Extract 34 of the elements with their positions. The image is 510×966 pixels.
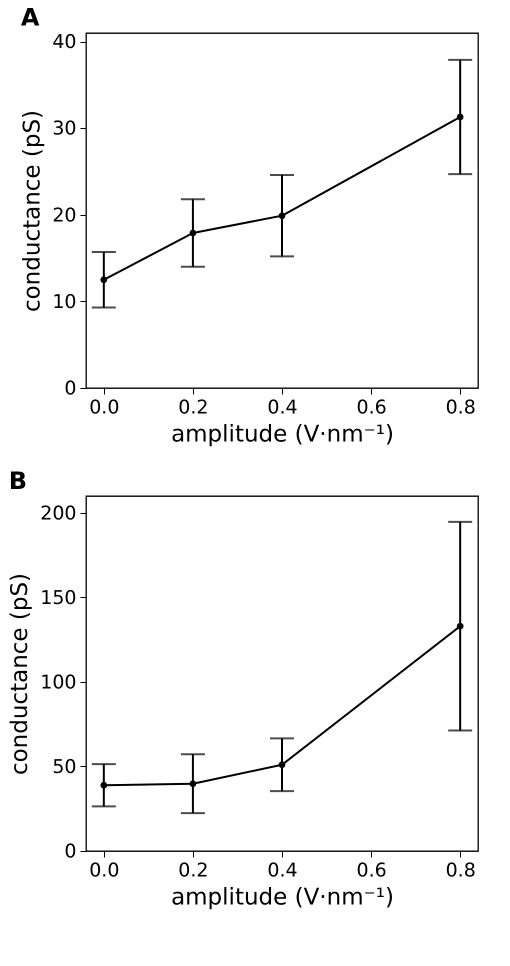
point: [278, 761, 286, 768]
x-tick-label: 0.4: [267, 860, 298, 882]
point: [190, 780, 196, 788]
point: [190, 230, 196, 236]
y-axis-title: conductance (pS): [19, 110, 46, 312]
x-axis-title: amplitude (V·nm⁻¹): [171, 422, 394, 448]
x-tick-label: 0.6: [356, 860, 387, 882]
x-tick-label: 0.6: [356, 396, 387, 418]
y-tick-label: 100: [40, 671, 76, 694]
point: [456, 622, 464, 630]
y-tick-label: 0: [64, 840, 76, 862]
x-tick-label: 0.0: [89, 860, 120, 882]
x-tick-label: 0.8: [446, 860, 476, 882]
x-axis-title: amplitude (V·nm⁻¹): [171, 884, 394, 910]
x-tick-label: 0.0: [89, 396, 120, 418]
chart-title: A: [20, 4, 40, 32]
y-tick-label: 30: [52, 118, 76, 140]
y-axis-title: conductance (pS): [7, 572, 34, 776]
point: [278, 212, 286, 220]
y-tick-label: 20: [52, 204, 76, 226]
x-tick-label: 0.8: [446, 396, 476, 418]
y-tick-label: 40: [52, 31, 76, 54]
chart-title: B: [8, 467, 28, 495]
y-tick-label: 0: [64, 378, 76, 400]
point: [100, 276, 108, 284]
x-tick-label: 0.2: [178, 860, 209, 882]
y-tick-label: 10: [52, 290, 76, 313]
y-tick-label: 150: [40, 586, 76, 609]
x-tick-label: 0.4: [267, 396, 298, 418]
y-tick-label: 50: [52, 756, 76, 778]
x-tick-label: 0.2: [178, 396, 209, 418]
y-tick-label: 200: [40, 502, 76, 524]
point: [100, 782, 108, 789]
point: [456, 114, 464, 120]
